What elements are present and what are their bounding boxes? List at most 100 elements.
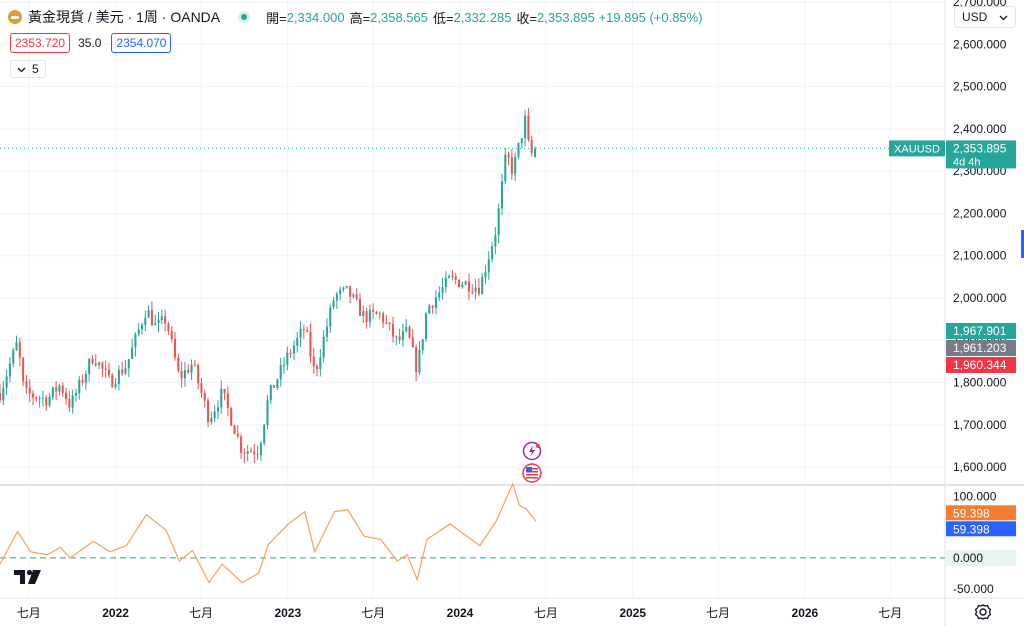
candle-body xyxy=(266,400,269,425)
candle-body xyxy=(210,418,213,423)
time-tick-label: 2025 xyxy=(619,606,646,620)
candle-body xyxy=(385,322,388,324)
tradingview-logo-icon[interactable] xyxy=(14,568,44,591)
rsi-value-box xyxy=(946,521,1016,537)
candle-body xyxy=(124,368,127,374)
candle-body xyxy=(339,289,342,294)
candle-body xyxy=(325,326,328,337)
bid-ask-row: 2353.720 35.0 2354.070 xyxy=(10,33,172,53)
candle-body xyxy=(342,287,345,290)
candle-body xyxy=(157,320,160,324)
candle-body xyxy=(98,362,101,366)
indicator-count: 5 xyxy=(32,62,39,76)
candle-body xyxy=(121,369,124,374)
time-tick-label: 七月 xyxy=(361,606,385,620)
price-tick-label: 1,800.000 xyxy=(953,376,1007,390)
candle-body xyxy=(391,324,395,337)
candle-body xyxy=(269,385,272,401)
buy-price-button[interactable]: 2354.070 xyxy=(111,33,172,53)
candle-body xyxy=(487,259,490,273)
gold-symbol-icon xyxy=(8,10,22,24)
candle-body xyxy=(180,370,183,379)
candle-body xyxy=(332,300,335,308)
time-tick-label: 七月 xyxy=(878,606,902,620)
candle-body xyxy=(282,365,286,367)
candle-body xyxy=(398,336,401,340)
candle-body xyxy=(415,347,418,373)
candle-body xyxy=(107,369,111,376)
candle-body xyxy=(233,425,236,435)
candle-body xyxy=(273,385,276,388)
candle-body xyxy=(517,142,520,157)
candle-body xyxy=(94,363,97,366)
rsi-value-box xyxy=(946,505,1016,521)
candle-body xyxy=(183,370,186,379)
candle-body xyxy=(140,324,144,330)
candle-body xyxy=(223,388,226,394)
candle-body xyxy=(461,284,464,287)
time-tick-label: 七月 xyxy=(189,606,213,620)
candle-body xyxy=(150,310,153,326)
price-label-value: 1,967.901 xyxy=(953,324,1007,338)
candle-body xyxy=(286,352,289,366)
candle-body xyxy=(530,139,533,153)
candle-body xyxy=(243,452,246,454)
candle-body xyxy=(451,275,454,277)
time-tick-label: 2023 xyxy=(274,606,301,620)
price-tick-label: 2,000.000 xyxy=(953,291,1007,305)
candle-body xyxy=(388,322,391,325)
candle-body xyxy=(527,115,530,140)
candle-body xyxy=(345,285,348,288)
candle-body xyxy=(147,310,150,318)
candle-body xyxy=(491,246,494,260)
candle-body xyxy=(127,359,130,369)
market-status-icon[interactable] xyxy=(238,11,251,23)
candle-body xyxy=(504,154,507,182)
candle-body xyxy=(131,347,134,360)
high-label: 高= xyxy=(349,10,371,26)
candle-body xyxy=(220,388,223,408)
candle-body xyxy=(507,154,510,158)
candle-body xyxy=(200,383,203,394)
lightning-icon-glyph xyxy=(529,445,535,457)
time-tick-label: 2024 xyxy=(447,606,474,620)
candle-body xyxy=(167,323,170,332)
currency-label: USD xyxy=(962,10,988,24)
sell-price-button[interactable]: 2353.720 xyxy=(10,33,71,53)
candle-body xyxy=(524,115,527,139)
rsi-zero-label: 0.000 xyxy=(953,551,983,565)
candle-body xyxy=(448,275,451,278)
low-label: 低= xyxy=(433,10,454,26)
candle-body xyxy=(28,387,31,394)
candle-body xyxy=(213,411,216,419)
rsi-value-label: 59.398 xyxy=(953,522,990,536)
candle-body xyxy=(137,329,140,335)
us-flag-icon[interactable] xyxy=(522,463,542,483)
candle-body xyxy=(494,235,497,247)
candle-body xyxy=(454,276,457,280)
candle-body xyxy=(177,357,180,371)
candle-body xyxy=(289,352,292,354)
rsi-tick-label: -50.000 xyxy=(953,582,994,596)
chevron-down-icon xyxy=(17,62,26,76)
settings-icon[interactable] xyxy=(974,603,992,621)
candle-body xyxy=(207,400,210,423)
currency-select[interactable]: USD xyxy=(954,6,1016,28)
candle-body xyxy=(467,281,470,292)
flag-canton xyxy=(526,467,532,472)
candle-body xyxy=(18,342,21,358)
scale-side-tab[interactable] xyxy=(1021,230,1024,258)
candle-body xyxy=(355,294,358,300)
candle-body xyxy=(358,299,362,317)
indicators-toggle-button[interactable]: 5 xyxy=(10,60,46,78)
candle-body xyxy=(253,451,256,455)
candle-body xyxy=(349,285,352,297)
candle-body xyxy=(78,379,81,394)
candle-body xyxy=(22,357,25,382)
candle-body xyxy=(71,395,74,408)
price-label-value: 1,961.203 xyxy=(953,341,1007,355)
symbol-title[interactable]: 黃金現貨 / 美元 · 1周 · OANDA xyxy=(28,9,221,25)
price-label-value: 1,960.344 xyxy=(953,358,1007,372)
candle-body xyxy=(249,451,253,453)
